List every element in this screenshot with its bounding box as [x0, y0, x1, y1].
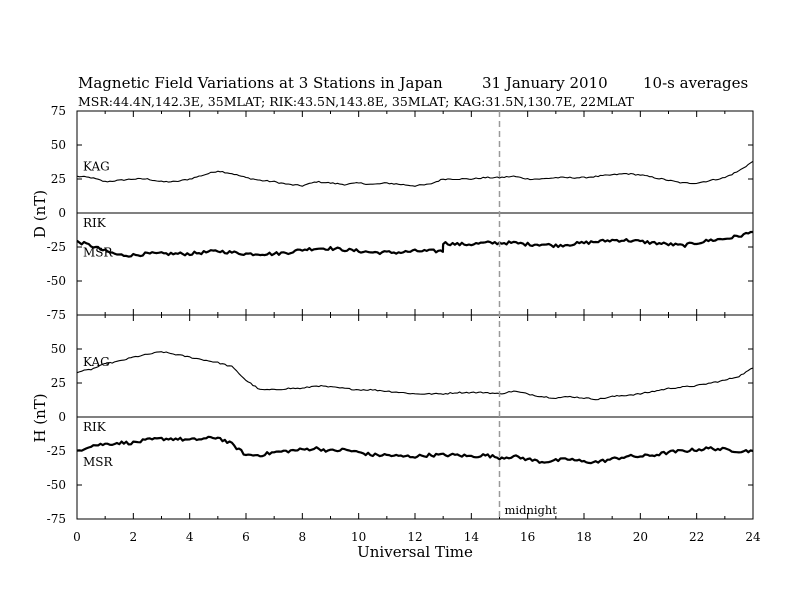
panel-h-rik-label: RIK	[83, 420, 107, 434]
panel-d-ylabel: D (nT)	[31, 190, 49, 238]
station-info: MSR:44.4N,142.3E, 35MLAT; RIK:43.5N,143.…	[78, 94, 635, 109]
x-tick-label: 14	[464, 530, 480, 544]
x-tick-label: 24	[745, 530, 761, 544]
x-axis: 0 2 4 6 8 10 12 14 16 18 20 22 24	[73, 111, 761, 544]
series-msr-line	[76, 230, 753, 258]
x-tick-label: 6	[242, 530, 250, 544]
x-tick-label: 10	[351, 530, 366, 544]
x-tick-label: 0	[73, 530, 81, 544]
averaging-label: 10-s averages	[643, 74, 748, 92]
y-tick-label: -50	[47, 274, 66, 288]
x-tick-label: 8	[299, 530, 307, 544]
x-tick-label: 22	[689, 530, 704, 544]
y-tick-label: 50	[51, 138, 66, 152]
y-tick-label: -25	[47, 240, 66, 254]
y-tick-label: 0	[58, 206, 66, 220]
chart-title: Magnetic Field Variations at 3 Stations …	[78, 74, 443, 92]
midnight-label: midnight	[505, 503, 558, 517]
y-tick-label: -75	[47, 308, 66, 322]
series-kag-line	[76, 351, 754, 401]
x-tick-label: 16	[520, 530, 535, 544]
y-tick-label: -25	[47, 444, 66, 458]
y-tick-label: -75	[47, 512, 66, 526]
chart-date: 31 January 2010	[482, 74, 608, 92]
x-tick-label: 4	[186, 530, 194, 544]
panel-h-series: KAG MSR	[76, 351, 754, 469]
panel-h-ylabel: H (nT)	[31, 393, 49, 442]
series-msr-label: MSR	[83, 246, 114, 260]
panel-h: 50 25 0 -25 -50 -75 RIK KAG MSR H (nT)	[31, 314, 754, 526]
series-kag-label: KAG	[83, 355, 110, 369]
series-kag-label: KAG	[83, 159, 110, 173]
y-tick-label: 0	[58, 410, 66, 424]
panel-d: 75 50 25 0 -25 -50 -75 RIK KAG MSR D (nT)	[31, 104, 754, 322]
x-tick-label: 20	[633, 530, 648, 544]
x-tick-label: 12	[407, 530, 422, 544]
panel-d-series: KAG MSR	[76, 159, 754, 260]
x-tick-label: 2	[130, 530, 138, 544]
series-kag-line	[76, 160, 754, 187]
y-tick-label: 25	[51, 172, 66, 186]
series-msr-line	[76, 435, 754, 465]
panel-d-rik-label: RIK	[83, 216, 107, 230]
y-tick-label: 25	[51, 376, 66, 390]
panel-h-y-axis: 50 25 0 -25 -50 -75	[47, 342, 753, 526]
series-msr-label: MSR	[83, 455, 114, 469]
y-tick-label: 75	[51, 104, 66, 118]
x-tick-label: 18	[576, 530, 591, 544]
y-tick-label: 50	[51, 342, 66, 356]
x-axis-title: Universal Time	[357, 543, 473, 561]
y-tick-label: -50	[47, 478, 66, 492]
